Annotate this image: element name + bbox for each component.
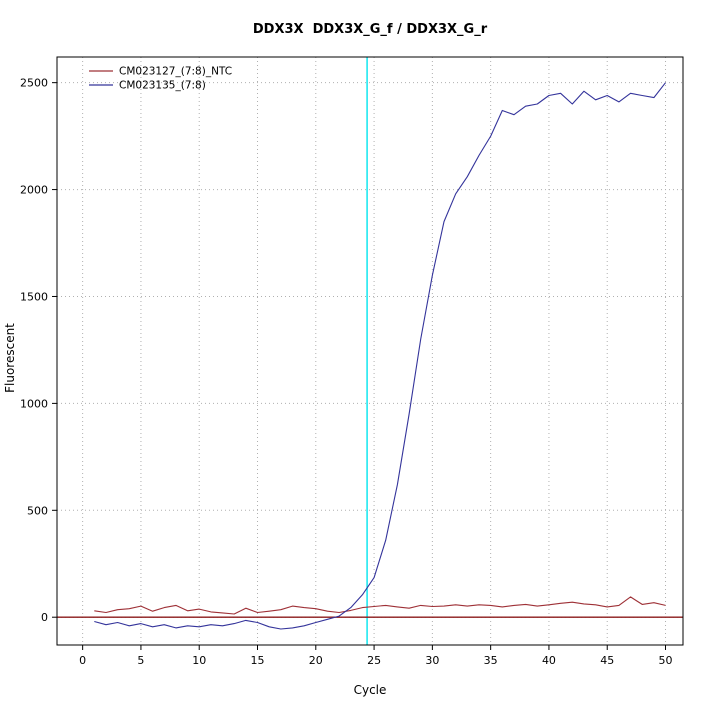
svg-text:2000: 2000 — [20, 184, 48, 197]
svg-text:50: 50 — [659, 654, 673, 667]
svg-text:25: 25 — [367, 654, 381, 667]
svg-text:15: 15 — [251, 654, 265, 667]
legend-label-0: CM023127_(7:8)_NTC — [119, 66, 232, 78]
svg-text:1500: 1500 — [20, 290, 48, 303]
svg-text:5: 5 — [137, 654, 144, 667]
series-line-1 — [94, 82, 666, 630]
x-axis-label: Cycle — [353, 683, 387, 697]
chart-title: DDX3X DDX3X_G_f / DDX3X_G_r — [252, 22, 488, 37]
x-axis-ticks: 0 5 10 15 20 25 30 35 40 45 50 — [79, 645, 673, 667]
svg-text:45: 45 — [600, 654, 614, 667]
grid-lines — [57, 57, 683, 645]
svg-text:40: 40 — [542, 654, 556, 667]
legend: CM023127_(7:8)_NTC CM023135_(7:8) — [89, 66, 232, 92]
svg-text:1000: 1000 — [20, 397, 48, 410]
legend-label-1: CM023135_(7:8) — [119, 80, 206, 92]
plot-border — [56, 56, 684, 646]
series-line-0 — [94, 596, 666, 615]
svg-text:30: 30 — [425, 654, 439, 667]
svg-text:0: 0 — [41, 611, 48, 624]
svg-text:500: 500 — [27, 504, 48, 517]
svg-text:20: 20 — [309, 654, 323, 667]
y-axis-label: Fluorescent — [3, 323, 17, 393]
svg-text:10: 10 — [192, 654, 206, 667]
svg-text:2500: 2500 — [20, 77, 48, 90]
svg-text:0: 0 — [79, 654, 86, 667]
svg-text:35: 35 — [484, 654, 498, 667]
y-axis-ticks: 0 500 1000 1500 2000 2500 — [20, 77, 57, 624]
